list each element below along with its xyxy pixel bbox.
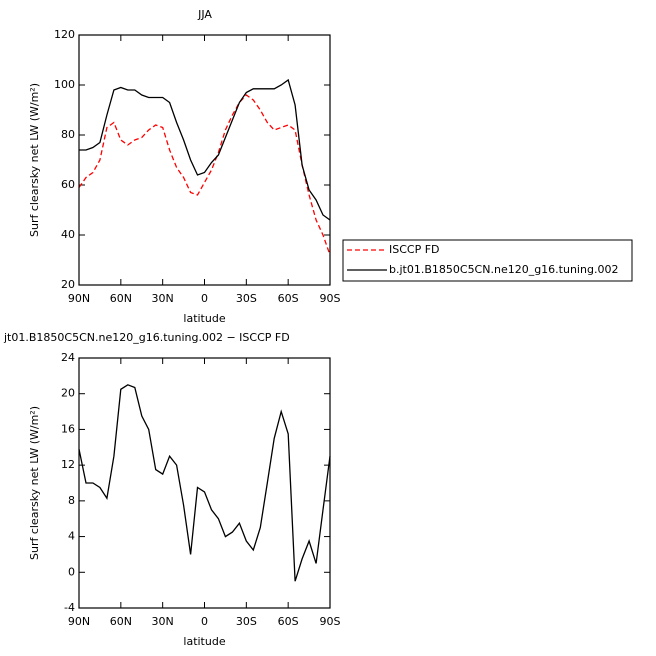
x-tick-label: 90S bbox=[320, 292, 341, 305]
y-tick-label: 100 bbox=[54, 78, 75, 91]
x-tick-label: 30S bbox=[236, 292, 257, 305]
x-tick-label: 60N bbox=[110, 615, 132, 628]
x-tick-label: 60N bbox=[110, 292, 132, 305]
x-tick-label: 60S bbox=[278, 292, 299, 305]
x-tick-label: 60S bbox=[278, 615, 299, 628]
y-axis-label: Surf clearsky net LW (W/m²) bbox=[28, 83, 41, 237]
x-axis-label: latitude bbox=[183, 635, 225, 648]
legend-box bbox=[342, 239, 633, 282]
y-tick-label: 12 bbox=[61, 458, 75, 471]
y-tick-label: 0 bbox=[68, 565, 75, 578]
y-tick-label: 40 bbox=[61, 228, 75, 241]
y-tick-label: 120 bbox=[54, 28, 75, 41]
y-axis-label: Surf clearsky net LW (W/m²) bbox=[28, 406, 41, 560]
x-tick-label: 90S bbox=[320, 615, 341, 628]
chart-title: jt01.B1850C5CN.ne120_g16.tuning.002 − IS… bbox=[3, 331, 290, 344]
legend-label: b.jt01.B1850C5CN.ne120_g16.tuning.002 bbox=[389, 263, 618, 276]
plot-frame bbox=[78, 357, 331, 609]
x-tick-label: 0 bbox=[201, 292, 208, 305]
y-tick-label: 20 bbox=[61, 278, 75, 291]
x-tick-label: 30N bbox=[152, 615, 174, 628]
y-tick-label: 16 bbox=[61, 422, 75, 435]
y-tick-label: 8 bbox=[68, 494, 75, 507]
series-line bbox=[78, 94, 331, 256]
x-axis-label: latitude bbox=[183, 312, 225, 325]
x-tick-label: 0 bbox=[201, 615, 208, 628]
y-tick-label: 60 bbox=[61, 178, 75, 191]
y-tick-label: 20 bbox=[61, 387, 75, 400]
plot-frame bbox=[78, 34, 331, 286]
x-tick-label: 30S bbox=[236, 615, 257, 628]
series-line bbox=[78, 384, 331, 582]
x-tick-label: 90N bbox=[68, 292, 90, 305]
y-tick-label: 24 bbox=[61, 351, 75, 364]
legend-label: ISCCP FD bbox=[389, 243, 440, 256]
y-tick-label: 4 bbox=[68, 530, 75, 543]
chart-title: JJA bbox=[197, 8, 212, 21]
series-line bbox=[79, 78, 331, 221]
x-tick-label: 90N bbox=[68, 615, 90, 628]
y-tick-label: 80 bbox=[61, 128, 75, 141]
x-tick-label: 30N bbox=[152, 292, 174, 305]
y-tick-label: -4 bbox=[64, 601, 75, 614]
